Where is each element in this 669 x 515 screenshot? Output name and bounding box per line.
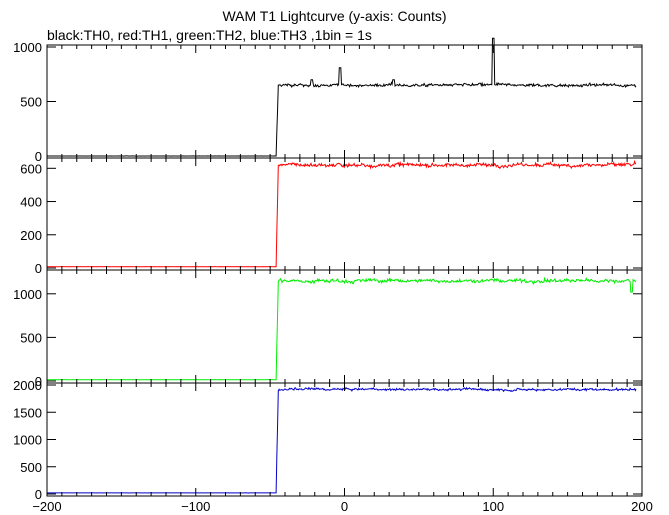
x-tick-label: 100 [482, 499, 504, 514]
panel-frame-2 [46, 157, 643, 271]
series-line-th2 [47, 276, 637, 381]
y-tick-label: 1000 [13, 433, 42, 448]
y-tick-label: 1000 [13, 287, 42, 302]
panel-frame-1 [46, 44, 643, 159]
y-tick-label: 400 [20, 195, 42, 210]
chart-title: WAM T1 Lightcurve (y-axis: Counts) [222, 8, 447, 24]
y-tick-label: 0 [35, 261, 42, 276]
y-tick-label: 0 [35, 149, 42, 164]
x-tick-label: 200 [631, 499, 653, 514]
y-tick-label: 2000 [13, 378, 42, 393]
series-line-th1 [47, 159, 637, 268]
x-tick-label: −100 [181, 499, 210, 514]
y-tick-label: 500 [20, 95, 42, 110]
panel-frame-3 [46, 269, 643, 384]
y-tick-label: 600 [20, 161, 42, 176]
y-tick-label: 0 [35, 487, 42, 502]
y-tick-label: 500 [20, 460, 42, 475]
x-tick-label: 0 [341, 499, 348, 514]
y-tick-label: 1000 [13, 40, 42, 55]
y-tick-label: 200 [20, 228, 42, 243]
chart-subtitle: black:TH0, red:TH1, green:TH2, blue:TH3 … [47, 27, 372, 43]
panel-frame-4 [46, 382, 643, 497]
series-line-th3 [47, 386, 637, 494]
y-tick-label: 1500 [13, 405, 42, 420]
y-tick-label: 500 [20, 330, 42, 345]
series-line-th0 [46, 37, 637, 157]
y-tick-label: 0 [35, 374, 42, 389]
x-tick-label: −200 [32, 499, 61, 514]
